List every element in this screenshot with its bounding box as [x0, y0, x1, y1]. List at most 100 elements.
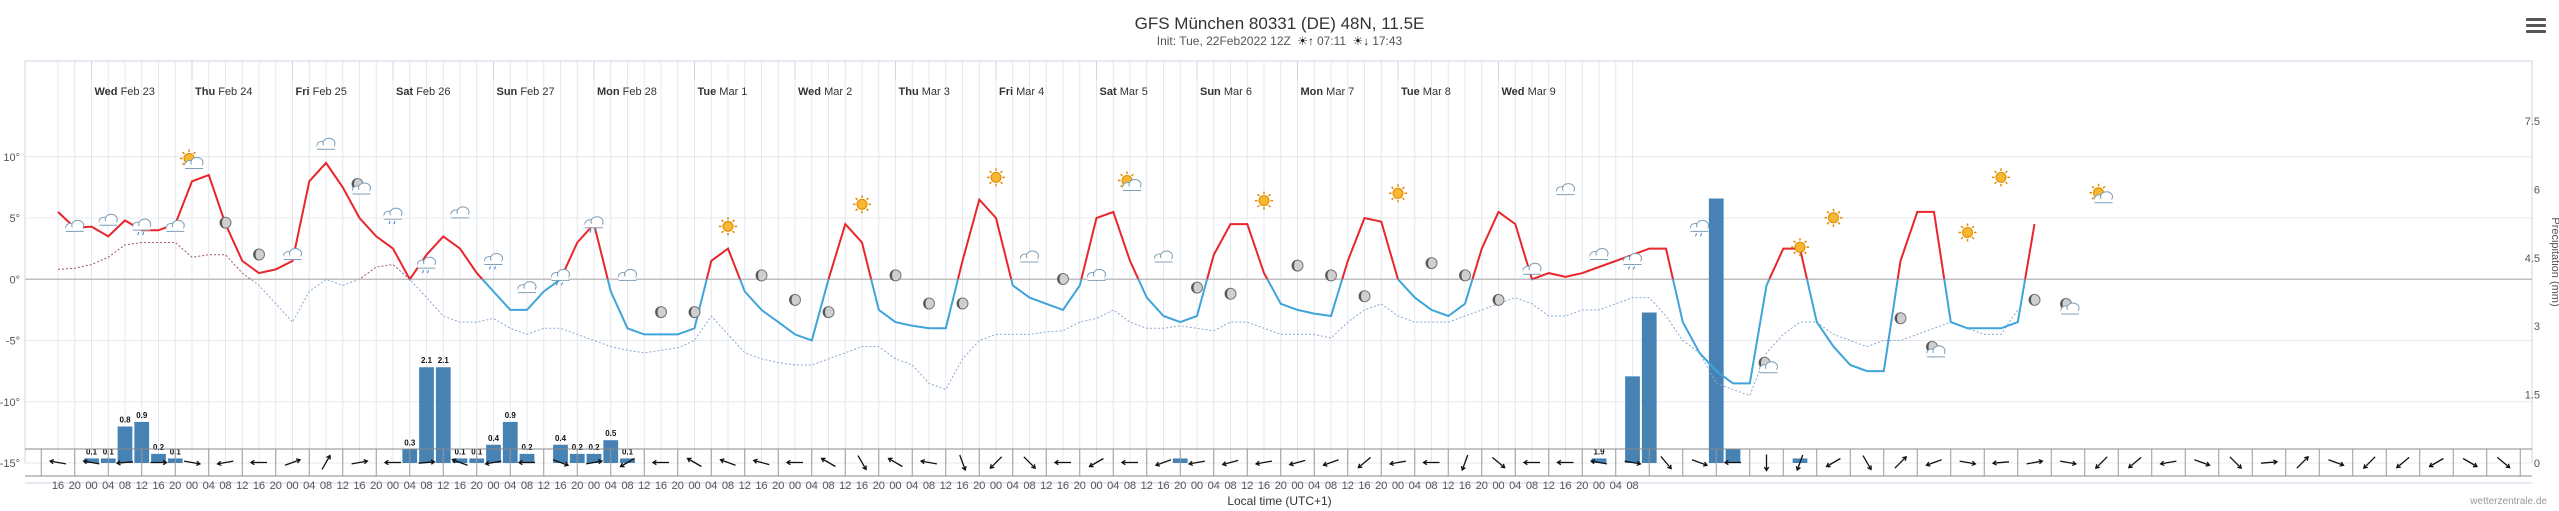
wind-arrow-icon — [2026, 458, 2044, 465]
hour-tick-label: 04 — [806, 480, 818, 492]
moon-cloud-icon — [1926, 340, 1946, 358]
hour-tick-label: 04 — [906, 480, 918, 492]
hour-tick-label: 12 — [337, 480, 349, 492]
precipitation-axis: 0 1.5 3 4.5 6 7.5 Precipitation (mm) — [2525, 116, 2559, 470]
y-right-title: Precipitation (mm) — [2549, 217, 2559, 306]
credits: wetterzentrale.de — [2470, 496, 2547, 507]
moon-cloud-icon — [1758, 356, 1778, 374]
hour-tick-label: 00 — [186, 480, 198, 492]
wind-arrow-icon — [1991, 460, 2010, 466]
moon-icon — [1459, 269, 1471, 282]
wind-arrow-icon — [1288, 459, 1306, 467]
precip-data-label: 0.5 — [605, 429, 617, 438]
hour-tick-label: 16 — [1258, 480, 1270, 492]
day-label: Mon Feb 28 — [597, 86, 657, 98]
precip-data-label: 2.1 — [421, 356, 433, 365]
moon-icon — [789, 293, 801, 306]
precip-bar — [419, 367, 434, 463]
hour-tick-label: 12 — [236, 480, 248, 492]
moon-icon — [219, 216, 232, 229]
wind-arrow-icon — [1862, 455, 1872, 471]
day-label: Tue Mar 8 — [1401, 86, 1451, 98]
cloud-icon — [1087, 268, 1106, 281]
temperature-axis: 10° 5° 0° -5° -10° -15° — [0, 152, 20, 470]
sunrise-icon: ☀︎↑ — [1297, 34, 1314, 48]
cloud-icon — [1154, 250, 1173, 263]
wind-arrow-icon — [1825, 457, 1841, 468]
wind-arrow-icon — [216, 460, 234, 467]
hour-tick-label: 04 — [1107, 480, 1119, 492]
wind-arrow-icon — [686, 457, 702, 468]
precip-data-label: 2.1 — [438, 356, 450, 365]
hour-tick-label: 08 — [1425, 480, 1437, 492]
hour-tick-label: 20 — [1576, 480, 1588, 492]
wind-arrow-icon — [1460, 454, 1469, 472]
precip-data-label: 1.9 — [1593, 447, 1605, 456]
wind-arrow-icon — [2194, 459, 2211, 467]
hour-tick-label: 00 — [990, 480, 1002, 492]
hour-tick-label: 16 — [856, 480, 868, 492]
wind-arrow-icon — [1522, 459, 1540, 466]
wind-arrow-icon — [1120, 459, 1138, 466]
hour-tick-label: 16 — [253, 480, 265, 492]
wind-arrow-icon — [1221, 459, 1239, 467]
moon-icon — [889, 269, 902, 282]
precip-data-label: 0.2 — [588, 443, 600, 452]
dewpoint-line-warm — [57, 242, 411, 280]
wind-arrow-icon — [1763, 454, 1770, 472]
wind-arrow-icon — [1691, 459, 1709, 467]
hour-tick-label: 00 — [1191, 480, 1203, 492]
sun-icon — [853, 195, 871, 214]
hour-tick-label: 04 — [404, 480, 416, 492]
moon-icon — [956, 297, 969, 310]
day-label: Sat Mar 5 — [1100, 86, 1148, 98]
y-right-tick-label: 7.5 — [2525, 116, 2540, 128]
precip-bar — [1625, 376, 1640, 463]
wind-arrow-icon — [1322, 459, 1339, 467]
hour-tick-label: 00 — [387, 480, 399, 492]
wind-arrow-icon — [48, 458, 66, 465]
precip-data-label: 0.2 — [521, 443, 533, 452]
hour-tick-label: 16 — [454, 480, 466, 492]
day-label: Sat Feb 26 — [396, 86, 450, 98]
hour-tick-label: 00 — [588, 480, 600, 492]
wind-arrow-icon — [719, 458, 736, 466]
moon-icon — [1291, 259, 1304, 272]
precip-data-label: 0.1 — [622, 447, 634, 456]
moon-icon — [1358, 290, 1371, 303]
hour-tick-label: 00 — [1593, 480, 1605, 492]
moon-icon — [1325, 269, 1337, 282]
hour-tick-label: 16 — [655, 480, 667, 492]
precip-bar — [586, 453, 602, 463]
hour-tick-label: 08 — [320, 480, 332, 492]
day-label: Wed Mar 9 — [1502, 86, 1556, 98]
hour-tick-label: 16 — [1559, 480, 1571, 492]
hour-tick-label: 04 — [1409, 480, 1421, 492]
sun-icon — [1791, 238, 1809, 257]
wind-arrow-icon — [82, 458, 100, 465]
moon-icon — [688, 306, 701, 319]
cloud-rain-icon — [584, 216, 604, 233]
day-axis: Wed Feb 23 Thu Feb 24 Fri Feb 25 Sat Feb 26… — [25, 60, 2532, 98]
wind-arrow-icon — [1894, 455, 1908, 469]
hour-tick-label: 20 — [1275, 480, 1287, 492]
precip-bar — [117, 426, 133, 463]
hamburger-menu-icon[interactable] — [2526, 18, 2546, 34]
precip-bar — [1708, 198, 1724, 463]
y-right-tick-label: 1.5 — [2525, 390, 2540, 402]
x-axis-title: Local time (UTC+1) — [1227, 494, 1332, 508]
hour-tick-label: 20 — [471, 480, 483, 492]
chart-subtitle: Init: Tue, 22Feb2022 12Z ☀︎↑ 07:11 ☀︎↓ 17:… — [0, 34, 2559, 48]
sunrise-time: 07:11 — [1316, 34, 1347, 48]
hour-axis: 16 20 00 04 08 12 16 20 00 04 08 12 16 20 00 04 08 12 16 20… — [25, 480, 2532, 492]
wind-arrow-icon — [959, 454, 967, 472]
hour-tick-label: 12 — [1442, 480, 1454, 492]
wind-arrow-icon — [2395, 456, 2410, 469]
wind-arrow-icon — [1388, 460, 1406, 467]
moon-icon — [755, 269, 768, 282]
cloud-icon — [283, 248, 302, 261]
wind-arrow-icon — [2094, 456, 2108, 470]
wind-arrow-icon — [820, 457, 836, 468]
hour-tick-label: 00 — [487, 480, 499, 492]
hour-tick-label: 12 — [1241, 480, 1253, 492]
